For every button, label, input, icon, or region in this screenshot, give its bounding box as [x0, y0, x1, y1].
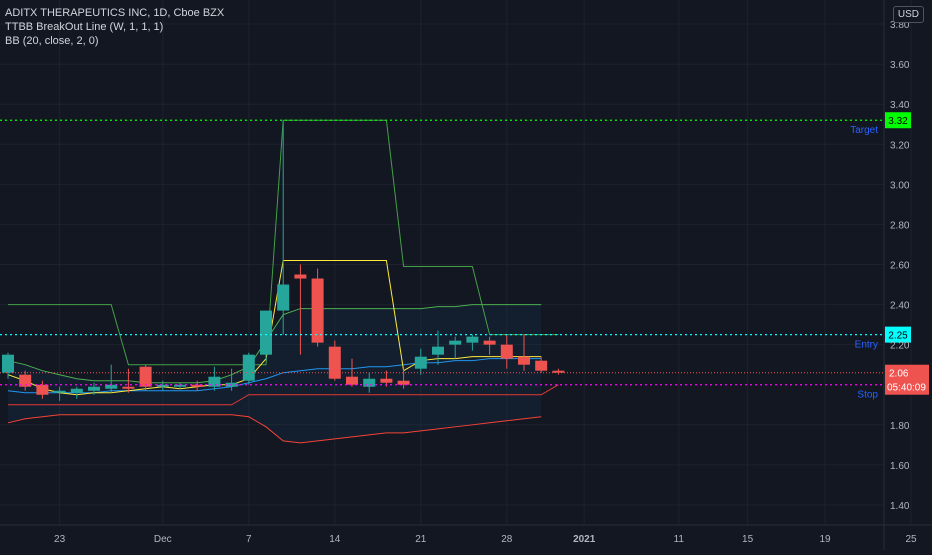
x-tick-label: 11: [674, 534, 685, 545]
y-tick-label: 3.60: [890, 60, 910, 71]
x-tick-label: 14: [329, 534, 341, 545]
candle-body: [122, 386, 135, 389]
candle-body: [414, 356, 427, 369]
candle-body: [363, 378, 376, 387]
y-tick-label: 2.40: [890, 301, 910, 312]
indicator-bb-label[interactable]: BB (20, close, 2, 0): [5, 35, 99, 47]
bb-lower-line: [7, 414, 542, 444]
ttbb-lower-line: [8, 384, 559, 406]
x-tick-label: 28: [501, 534, 513, 545]
y-tick-label: 1.60: [890, 461, 910, 472]
candle-body: [328, 346, 341, 379]
candle-body: [346, 376, 358, 385]
symbol-title[interactable]: ADITX THERAPEUTICS INC, 1D, Cboe BZX: [5, 7, 225, 19]
candle-body: [88, 386, 100, 391]
bb-fill: [8, 304, 542, 443]
candle-body: [191, 384, 204, 387]
candle-body: [397, 380, 410, 385]
x-tick-label: 25: [905, 534, 917, 545]
candle-body: [449, 340, 462, 345]
x-tick-label: 15: [742, 534, 754, 545]
candle-body: [53, 390, 66, 393]
level-badge-entry: [885, 326, 911, 343]
y-tick-label: 1.40: [890, 501, 910, 512]
candle-body: [19, 374, 32, 387]
candle-body: [483, 340, 496, 345]
candle-body: [2, 354, 14, 373]
candle-body: [36, 384, 49, 395]
candle-body: [105, 384, 118, 389]
y-tick-label: 2.80: [890, 220, 910, 231]
y-tick-label: 3.80: [890, 20, 910, 31]
candle-body: [242, 354, 255, 381]
last-price-value: 2.06: [889, 369, 909, 380]
bb-upper-line: [7, 304, 542, 384]
ttbb-mid-line: [7, 259, 542, 396]
candle-body: [260, 310, 272, 355]
indicator-ttbb-label[interactable]: TTBB BreakOut Line (W, 1, 1, 1): [5, 21, 164, 33]
candle-body: [552, 370, 565, 373]
level-name-stop: Stop: [857, 390, 878, 401]
level-value-entry: 2.25: [888, 331, 908, 342]
candle-body: [432, 346, 444, 355]
candle-body: [208, 376, 221, 387]
currency-button[interactable]: USD: [892, 6, 924, 23]
level-name-target: Target: [850, 125, 878, 136]
y-tick-label: 2.20: [890, 341, 910, 352]
candle-body: [294, 274, 307, 279]
x-tick-label: Dec: [154, 534, 172, 545]
y-tick-label: 2.60: [890, 261, 910, 272]
candle-body: [380, 378, 393, 383]
x-tick-label: 23: [54, 534, 66, 545]
x-tick-label: 21: [415, 534, 427, 545]
candle-body: [311, 278, 324, 343]
candle-body: [277, 284, 290, 311]
x-tick-label: 7: [246, 534, 252, 545]
candle-body: [174, 384, 186, 387]
y-tick-label: 3.40: [890, 100, 910, 111]
level-value-target: 3.32: [888, 116, 908, 127]
candle-body: [139, 366, 152, 387]
candle-body: [156, 384, 169, 387]
last-price-badge: [885, 364, 929, 395]
candle-body: [500, 344, 513, 359]
x-tick-label: 2021: [573, 534, 596, 545]
candle-body: [518, 356, 530, 365]
chart-legend: ADITX THERAPEUTICS INC, 1D, Cboe BZX TTB…: [5, 6, 224, 48]
candle-body: [466, 336, 479, 343]
x-tick-label: 19: [819, 534, 831, 545]
candle-body: [70, 388, 83, 393]
y-tick-label: 1.80: [890, 421, 910, 432]
y-tick-label: 3.00: [890, 180, 910, 191]
candle-body: [535, 360, 548, 371]
bar-countdown: 05:40:09: [887, 383, 926, 394]
y-tick-label: 3.20: [890, 140, 910, 151]
level-name-entry: Entry: [855, 340, 878, 351]
level-badge-target: [885, 112, 911, 129]
